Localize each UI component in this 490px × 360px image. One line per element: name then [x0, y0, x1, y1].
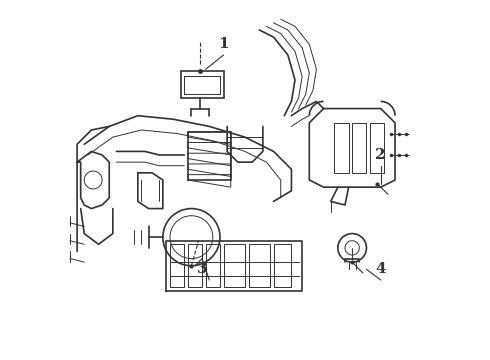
Bar	[334, 123, 348, 173]
Bar	[352, 123, 367, 173]
Bar	[248, 244, 270, 287]
Bar	[188, 132, 231, 180]
Bar	[188, 244, 202, 287]
Text: 2: 2	[375, 148, 386, 162]
Bar	[370, 123, 384, 173]
Bar	[181, 71, 223, 98]
Text: 1: 1	[218, 37, 229, 51]
Bar	[206, 244, 220, 287]
Bar	[170, 244, 184, 287]
Bar	[223, 244, 245, 287]
Text: 3: 3	[197, 262, 207, 276]
Bar	[273, 244, 292, 287]
Text: 4: 4	[375, 262, 386, 276]
